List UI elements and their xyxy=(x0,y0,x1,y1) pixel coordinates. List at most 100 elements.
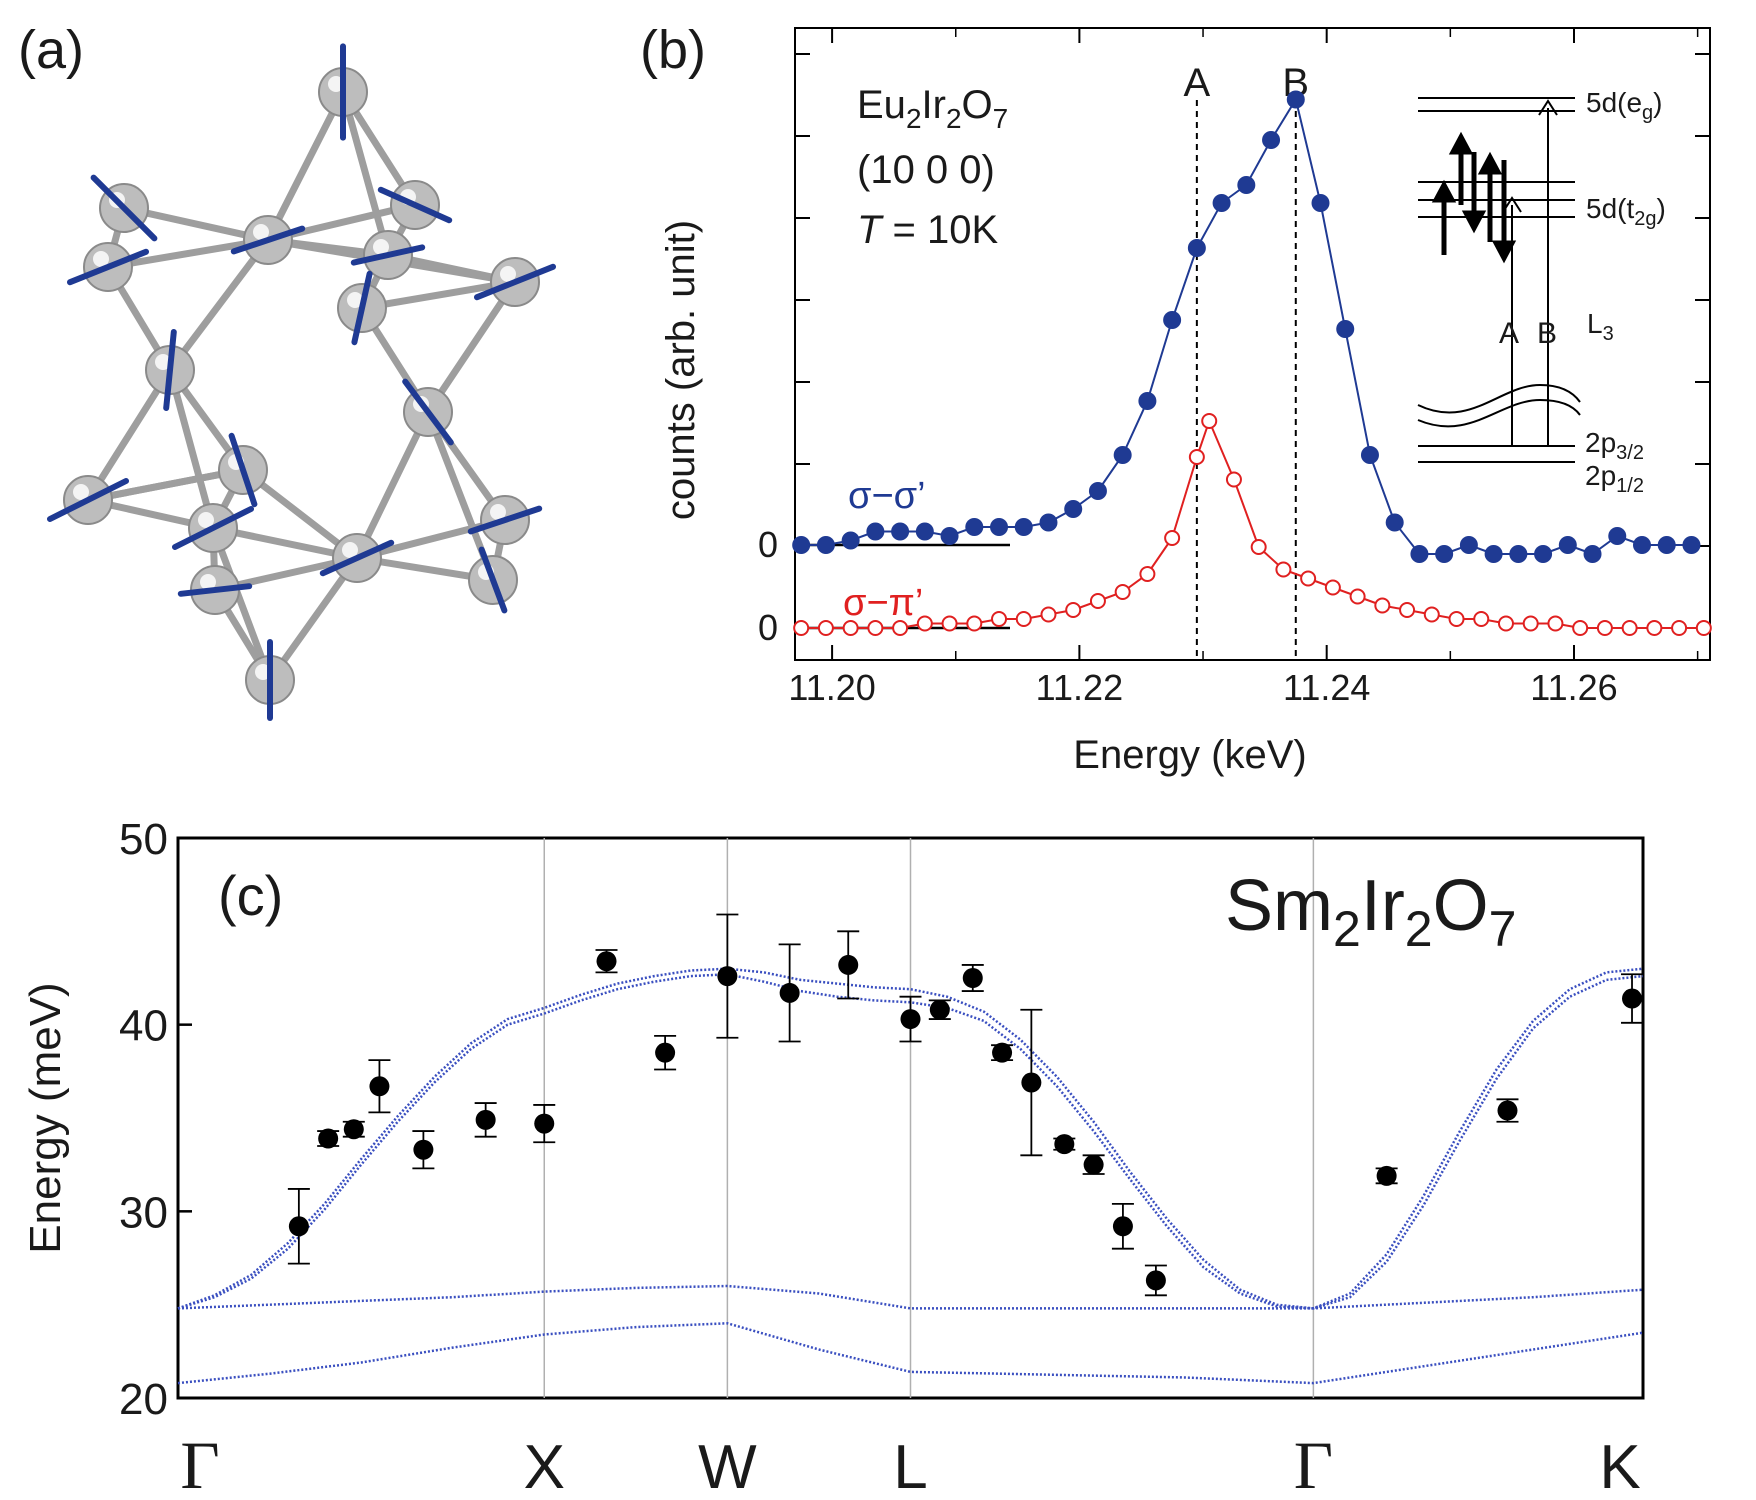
l3-band-1 xyxy=(1417,383,1581,414)
data-point-sigma-pi xyxy=(1497,615,1514,632)
transition-b-head xyxy=(1538,99,1558,116)
spin-arrow xyxy=(230,225,306,255)
x-tick-label-k: K xyxy=(1599,1433,1640,1500)
data-point-sigma-pi xyxy=(1522,615,1539,632)
data-point-sigma-sigma xyxy=(1608,527,1627,545)
x-tick-label-x: X xyxy=(524,1433,565,1500)
data-point-sigma-sigma xyxy=(1385,513,1404,532)
data-point-sigma-pi xyxy=(991,611,1008,627)
data-point-sigma-sigma xyxy=(1237,176,1256,194)
data-point-sigma-sigma xyxy=(915,522,934,541)
atom-highlight xyxy=(93,251,109,267)
data-point-sigma-pi xyxy=(1596,620,1613,636)
data-point-sigma-sigma xyxy=(1336,320,1355,338)
data-point-sigma-pi xyxy=(1275,561,1292,578)
data-point-sigma-sigma xyxy=(1039,513,1058,532)
legend-sigma-sigma: σ−σ’ xyxy=(848,475,926,517)
y-tick-label: 50 xyxy=(119,815,168,864)
data-point-sigma-pi xyxy=(1139,566,1156,582)
inset-edge-label: L3 xyxy=(1587,308,1614,345)
data-point xyxy=(1145,1270,1166,1291)
bond xyxy=(264,88,347,244)
zero-label-2: 0 xyxy=(758,607,778,648)
data-point xyxy=(369,1076,390,1097)
fit-curve-lower xyxy=(177,1322,1644,1385)
panel-c-label: (c) xyxy=(218,864,283,927)
data-point-sigma-sigma xyxy=(1064,500,1083,518)
data-point-sigma-pi xyxy=(793,620,810,636)
spin-arrow xyxy=(67,248,149,286)
atom-highlight xyxy=(73,484,89,500)
y-axis-label-c: Energy (meV) xyxy=(21,982,70,1253)
data-point-sigma-pi xyxy=(1473,611,1490,627)
data-point-sigma-pi xyxy=(1164,530,1181,546)
spin-arrow xyxy=(467,505,543,535)
data-point-sigma-sigma xyxy=(1163,311,1182,329)
data-point-sigma-sigma xyxy=(866,522,885,541)
data-point-sigma-pi xyxy=(1671,620,1688,636)
zero-label-1: 0 xyxy=(758,524,778,565)
spin-arrow xyxy=(478,546,508,614)
sample-temperature: T = 10K xyxy=(857,208,999,252)
data-point xyxy=(1083,1154,1104,1175)
data-point-sigma-pi xyxy=(1089,593,1106,609)
magnon-dispersion-chart: 20 30 40 50 Γ X W L Γ K (c) Sm2Ir2O7 Energy (meV… xyxy=(21,815,1645,1500)
data-point xyxy=(343,1119,364,1140)
inset-core2-label: 2p1/2 xyxy=(1585,460,1644,497)
data-point-sigma-sigma xyxy=(1558,536,1577,554)
x-tick-label: 11.26 xyxy=(1530,667,1617,708)
data-point xyxy=(838,954,859,975)
data-point xyxy=(475,1109,496,1130)
data-point-sigma-pi xyxy=(1423,606,1440,623)
data-point-sigma-sigma xyxy=(1534,545,1553,563)
data-point-sigma-pi xyxy=(1547,615,1564,632)
data-point-sigma-sigma xyxy=(792,536,811,554)
atom-highlight xyxy=(200,574,216,590)
data-point-sigma-pi xyxy=(1188,449,1205,465)
inset-eg-label: 5d(eg) xyxy=(1586,87,1663,124)
data-point-sigma-sigma xyxy=(1286,90,1305,109)
bond xyxy=(166,366,217,532)
spin-arrow xyxy=(319,539,395,577)
pyrochlore-structure xyxy=(47,43,556,721)
data-point-sigma-sigma xyxy=(1509,545,1528,563)
data-point-sigma-sigma xyxy=(1187,239,1206,257)
bond xyxy=(104,236,272,271)
inset-transition-a: A xyxy=(1499,317,1519,350)
bond xyxy=(353,408,432,562)
data-point-sigma-pi xyxy=(1374,597,1391,614)
data-point xyxy=(779,982,800,1003)
atom-highlight xyxy=(155,354,171,370)
bond xyxy=(209,524,274,684)
x-tick-label: 11.24 xyxy=(1283,667,1370,708)
spin-arrow xyxy=(350,244,426,266)
data-point-sigma-pi xyxy=(1225,471,1242,488)
data-point-sigma-pi xyxy=(941,615,958,632)
x-tick-label-w: W xyxy=(698,1433,757,1500)
data-point xyxy=(288,1216,309,1237)
data-point-sigma-sigma xyxy=(1410,545,1429,563)
spin-arrow xyxy=(474,263,556,301)
atom-highlight xyxy=(500,266,516,282)
data-point-sigma-pi xyxy=(966,615,983,632)
data-point-sigma-pi xyxy=(1040,606,1057,623)
l3-band-2 xyxy=(1417,398,1581,428)
bond xyxy=(84,366,174,504)
data-point xyxy=(318,1128,339,1149)
panel-a-label: (a) xyxy=(18,20,84,80)
data-point xyxy=(596,951,617,972)
data-point-sigma-sigma xyxy=(1435,545,1454,563)
legend-sigma-pi: σ−π’ xyxy=(843,582,923,624)
bond xyxy=(424,278,519,416)
data-point-sigma-pi xyxy=(1300,570,1317,587)
data-point-sigma-pi xyxy=(1065,602,1082,618)
data-point-sigma-sigma xyxy=(1459,536,1478,554)
data-point-sigma-pi xyxy=(817,620,834,636)
data-point-sigma-pi xyxy=(1695,620,1712,636)
fit-curve-upper-2 xyxy=(177,973,1644,1310)
energy-level-inset: 5d(eg) 5d(t2g) A B L3 2p3/2 2p1/2 xyxy=(1417,87,1666,497)
atom-highlight xyxy=(490,504,506,520)
data-point-sigma-sigma xyxy=(990,518,1009,536)
data-point xyxy=(413,1139,434,1160)
